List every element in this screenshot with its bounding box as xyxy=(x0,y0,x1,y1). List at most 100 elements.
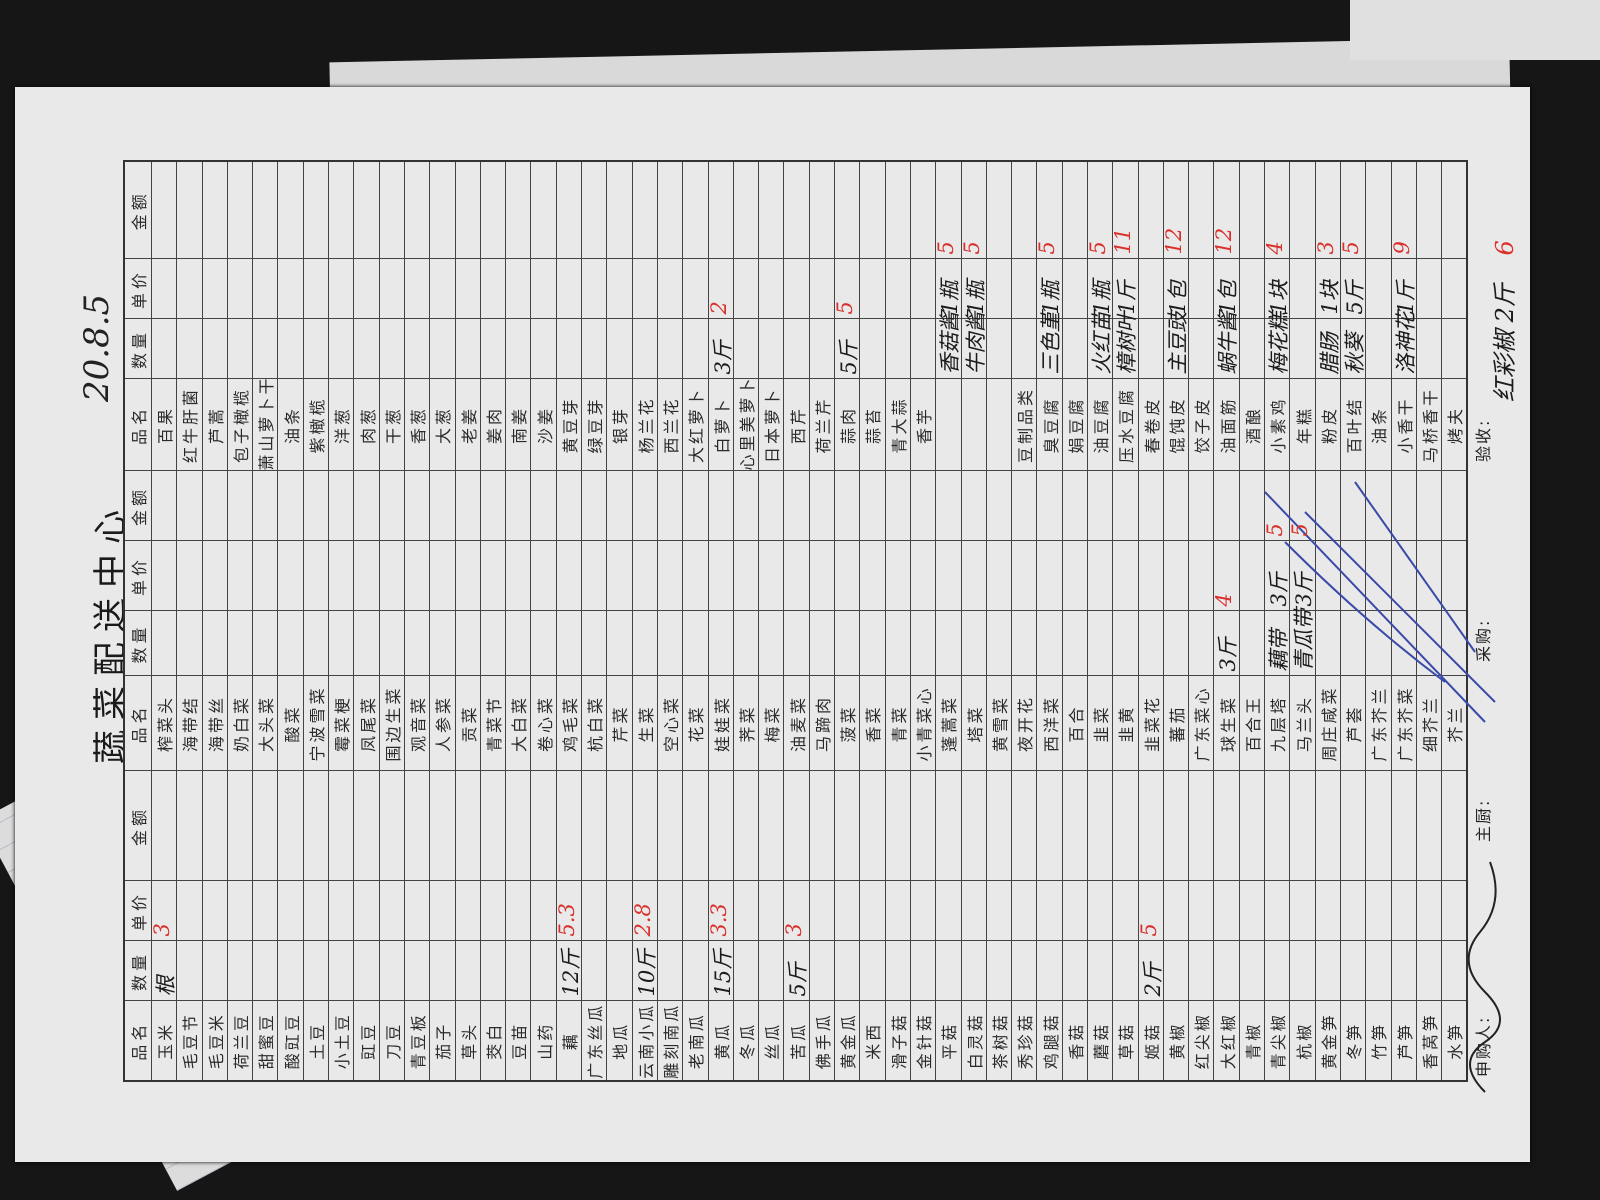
cell-qty xyxy=(1416,941,1442,1001)
header-name: 品名 xyxy=(124,1001,152,1081)
cell-amount xyxy=(429,471,456,541)
cell-amount xyxy=(556,161,582,259)
cell-qty: 12斤 xyxy=(556,941,583,1001)
cell-price xyxy=(961,541,987,611)
cell-qty: 2斤 xyxy=(1138,941,1165,1001)
item-name: 霉菜梗 xyxy=(328,676,354,771)
cell-amount xyxy=(606,161,633,259)
handwritten-price: 5 xyxy=(833,301,858,315)
item-name: 香莴笋 xyxy=(1416,1001,1442,1081)
handwritten-price: 1瓶 xyxy=(963,280,988,315)
handwritten-qty: 5斤 xyxy=(837,340,862,375)
inspector-signature xyxy=(1264,481,1496,723)
cell-qty xyxy=(455,611,481,676)
cell-amount xyxy=(480,771,506,881)
item-name: 韭菜花 xyxy=(1138,676,1164,771)
cell-qty xyxy=(986,611,1012,676)
header-name: 品名 xyxy=(124,676,152,771)
cell-amount xyxy=(455,471,481,541)
item-name: 油条 xyxy=(277,379,304,471)
cell-qty xyxy=(202,611,228,676)
cell-amount: 5 xyxy=(1086,161,1113,259)
cell-price xyxy=(227,259,253,319)
table-row: 青豆板 观音菜 香葱 xyxy=(404,161,430,1081)
table-row: 云南小瓜 10斤 2.8 生菜 杨兰花 xyxy=(630,161,659,1081)
cell-qty xyxy=(1239,319,1265,379)
cell-qty xyxy=(404,941,430,1001)
cell-price xyxy=(910,881,936,941)
cell-amount xyxy=(277,771,304,881)
cell-amount xyxy=(227,161,253,259)
table-row: 荷兰豆 奶白菜 包子橄榄 xyxy=(227,161,253,1081)
item-name: 观音菜 xyxy=(404,676,430,771)
cell-price xyxy=(783,259,810,319)
cell-price xyxy=(151,541,177,611)
cell-amount xyxy=(480,161,506,259)
item-name xyxy=(986,379,1012,471)
cell-amount xyxy=(1213,471,1240,541)
cell-amount xyxy=(809,471,835,541)
cell-qty xyxy=(809,611,835,676)
cell-amount xyxy=(429,161,456,259)
cell-qty xyxy=(303,611,329,676)
table-row: 黄椒 蕃茄 馄饨皮 主豆豉 1包 12 xyxy=(1162,161,1190,1081)
cell-qty xyxy=(176,319,203,379)
cell-price xyxy=(1188,881,1214,941)
item-name: 老南瓜 xyxy=(682,1001,709,1081)
cell-price xyxy=(1391,881,1417,941)
cell-qty xyxy=(227,941,253,1001)
cell-price xyxy=(986,541,1012,611)
handwritten-date: 20.8.5 xyxy=(77,293,117,402)
item-name: 娃娃菜 xyxy=(708,676,734,771)
item-name: 馄饨皮 xyxy=(1163,379,1189,471)
cell-amount xyxy=(1011,161,1037,259)
cell-amount xyxy=(1062,771,1088,881)
cell-qty xyxy=(1138,319,1164,379)
item-name: 萧山萝卜干 xyxy=(252,375,278,471)
cell-qty: 牛肉酱 xyxy=(961,312,988,379)
cell-price: 5 xyxy=(1137,881,1164,941)
cell-qty xyxy=(1213,941,1240,1001)
cell-price xyxy=(277,259,304,319)
item-name: 蒜苔 xyxy=(859,379,886,471)
cell-price xyxy=(1011,259,1037,319)
cell-qty xyxy=(1264,941,1290,1001)
cell-qty xyxy=(277,941,304,1001)
item-name: 冬笋 xyxy=(1340,1001,1366,1081)
cell-price: 1块 xyxy=(1315,259,1342,319)
cell-amount: 12 xyxy=(1162,161,1189,259)
item-name: 油麦菜 xyxy=(783,676,810,771)
handwritten-qty: 梅花糕 xyxy=(1267,311,1292,375)
handwritten-qty: 蜗牛酱 xyxy=(1216,311,1241,375)
item-name: 饺子皮 xyxy=(1188,379,1214,471)
cell-qty xyxy=(1112,611,1139,676)
handwritten-price: 2 xyxy=(706,301,731,315)
cell-qty xyxy=(202,319,228,379)
cell-price xyxy=(885,259,911,319)
handwritten-price: 1块 xyxy=(1267,280,1292,315)
handwritten-qty: 三色堇 xyxy=(1039,311,1064,375)
handwritten-price: 2.8 xyxy=(630,903,655,937)
cell-price xyxy=(733,259,759,319)
cell-amount xyxy=(353,771,380,881)
cell-price xyxy=(809,541,835,611)
cell-price xyxy=(657,259,683,319)
cell-amount xyxy=(910,471,936,541)
item-name: 球生菜 xyxy=(1213,676,1240,771)
item-name: 茄子 xyxy=(429,1001,456,1081)
table-row: 刀豆 围边生菜 干葱 xyxy=(379,161,405,1081)
cell-price xyxy=(1112,541,1139,611)
cell-price xyxy=(328,259,354,319)
cell-qty: 3斤 xyxy=(1213,611,1241,676)
cell-amount xyxy=(961,471,987,541)
cell-price xyxy=(606,259,633,319)
cell-amount xyxy=(1365,161,1392,259)
table-row: 甜蜜豆 大头菜 萧山萝卜干 xyxy=(252,161,278,1081)
item-name: 年糕 xyxy=(1289,379,1316,471)
header-amount: 金额 xyxy=(124,471,152,541)
cell-qty xyxy=(809,319,835,379)
handwritten-qty: 3斤 xyxy=(1216,637,1241,672)
item-name: 大葱 xyxy=(429,379,456,471)
item-name: 白萝卜 xyxy=(708,379,734,471)
item-name: 杭椒 xyxy=(1289,1001,1316,1081)
